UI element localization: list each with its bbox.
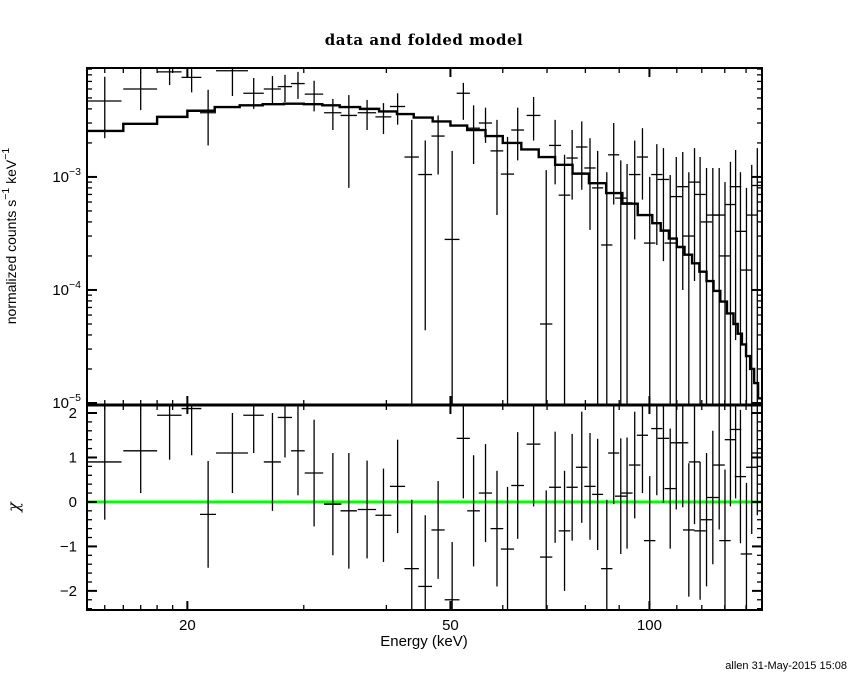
- residual-y-tick-label: −1: [60, 538, 77, 555]
- x-tick-label: 100: [637, 617, 662, 634]
- spectrum-y-tick-label: 10−5: [52, 392, 81, 412]
- residual-y-tick-label: 1: [69, 449, 77, 466]
- residual-y-tick-label: 2: [69, 405, 77, 422]
- residual-y-tick-label: −2: [60, 583, 77, 600]
- x-axis-title: Energy (keV): [380, 633, 468, 650]
- spectrum-data-points-layer: [87, 68, 762, 405]
- x-tick-label: 20: [179, 617, 196, 634]
- x-tick-label: 50: [442, 617, 459, 634]
- folded-model-step-line-layer: [87, 102, 762, 400]
- residual-y-axis-title: χ: [4, 501, 23, 513]
- axes-and-ticks-layer: 20 50 100 10−3 10−4 10−52 1 0 −1 −2: [52, 67, 763, 634]
- spectrum-y-axis-title: normalized counts s−1 keV−1: [0, 148, 19, 325]
- watermark-timestamp: allen 31-May-2015 15:08: [725, 660, 847, 672]
- chart-title: data and folded model: [325, 31, 523, 49]
- spectrum-y-tick-label: 10−3: [52, 166, 81, 186]
- residual-y-tick-label: 0: [69, 494, 77, 511]
- spectrum-y-tick-label: 10−4: [52, 279, 81, 299]
- residual-data-points-layer: [87, 405, 762, 610]
